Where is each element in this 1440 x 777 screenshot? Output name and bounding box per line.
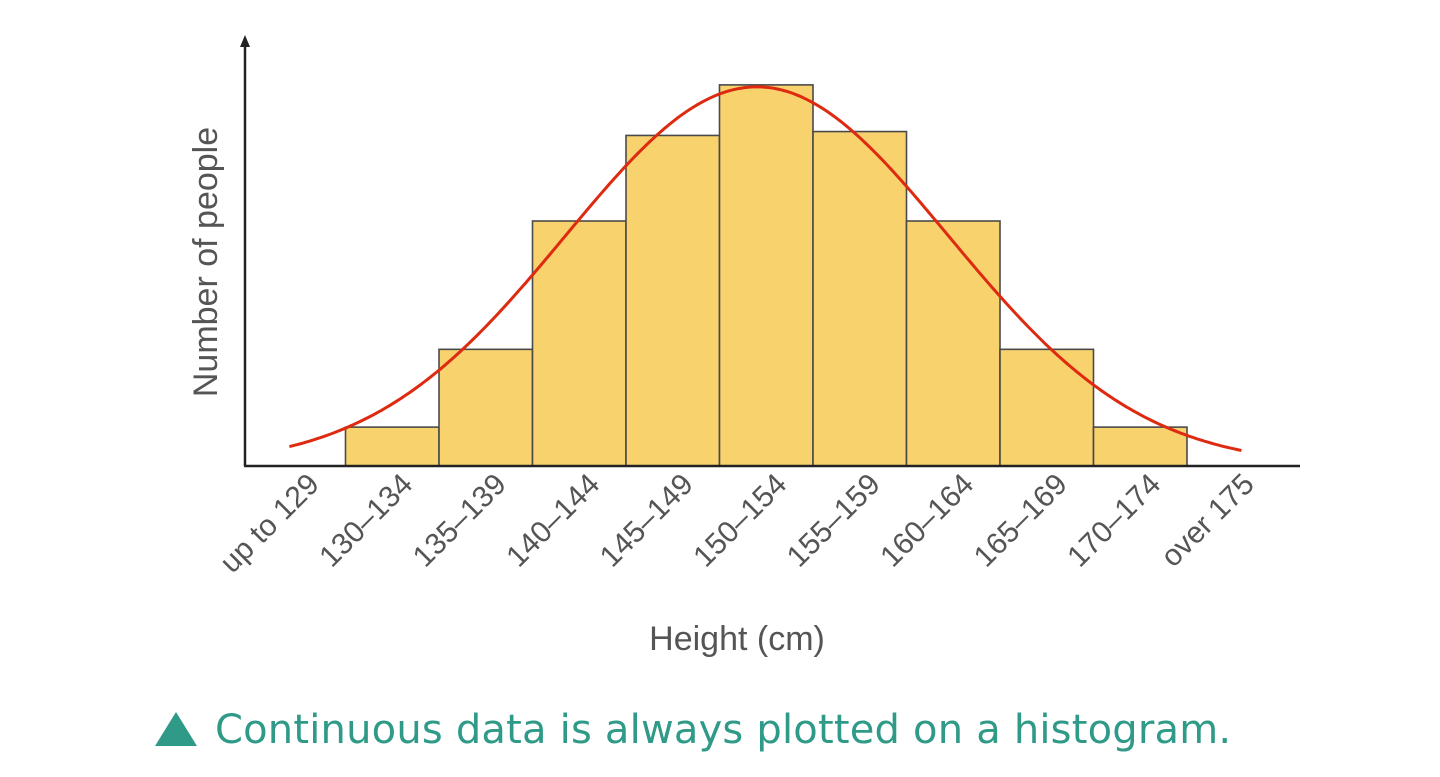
triangle-up-icon <box>155 712 197 746</box>
histogram-bar <box>812 130 908 467</box>
x-tick-label: 135–139 <box>407 468 513 574</box>
normal-curve <box>289 85 1242 452</box>
histogram-bar <box>531 220 627 467</box>
bars-group <box>344 84 1188 467</box>
caption-text: Continuous data is always plotted on a h… <box>215 707 1232 753</box>
x-tick-label: 140–144 <box>500 468 606 574</box>
histogram-chart: up to 129130–134135–139140–144145–149150… <box>187 35 1300 658</box>
x-tick-label: 130–134 <box>313 468 419 574</box>
x-tick-label: over 175 <box>1155 468 1261 574</box>
x-axis-label: Height (cm) <box>649 620 825 658</box>
histogram-bar <box>1092 426 1188 467</box>
x-tick-label: 155–159 <box>781 468 887 574</box>
figure-caption: Continuous data is always plotted on a h… <box>155 700 1231 760</box>
histogram-bar <box>999 348 1095 467</box>
histogram-bar <box>905 220 1001 467</box>
x-tick-label: 145–149 <box>594 468 700 574</box>
histogram-bar <box>718 84 814 467</box>
x-tick-labels: up to 129130–134135–139140–144145–149150… <box>214 468 1261 580</box>
x-tick-label: 170–174 <box>1061 468 1167 574</box>
x-tick-label: 160–164 <box>874 468 980 574</box>
histogram-bar <box>344 426 440 467</box>
x-tick-label: up to 129 <box>214 468 326 580</box>
x-tick-label: 165–169 <box>968 468 1074 574</box>
x-tick-label: 150–154 <box>687 468 793 574</box>
y-axis-label: Number of people <box>187 127 225 397</box>
histogram-bar <box>625 134 721 467</box>
histogram-bar <box>438 348 534 467</box>
